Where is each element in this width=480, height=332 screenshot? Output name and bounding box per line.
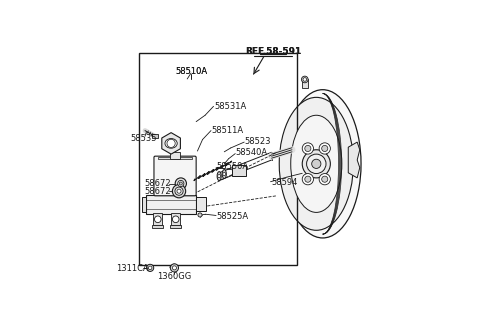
Text: 58531A: 58531A: [214, 102, 246, 111]
Circle shape: [305, 176, 311, 182]
Text: 58525A: 58525A: [216, 212, 249, 221]
Text: 58523: 58523: [245, 137, 271, 146]
Circle shape: [172, 185, 186, 198]
Bar: [153, 134, 157, 138]
Bar: [139, 52, 297, 265]
Circle shape: [302, 143, 313, 154]
Ellipse shape: [284, 90, 361, 238]
Text: 58510A: 58510A: [175, 67, 207, 76]
Circle shape: [177, 189, 181, 193]
Circle shape: [167, 139, 175, 147]
Circle shape: [172, 266, 177, 270]
Bar: [171, 213, 180, 225]
Text: 58672: 58672: [144, 179, 171, 188]
Circle shape: [179, 182, 182, 185]
Ellipse shape: [291, 115, 342, 212]
Circle shape: [302, 150, 330, 178]
Circle shape: [303, 78, 307, 81]
Text: 58510A: 58510A: [175, 66, 207, 75]
Circle shape: [148, 266, 152, 270]
Circle shape: [175, 178, 186, 189]
Circle shape: [322, 145, 328, 151]
Circle shape: [322, 176, 328, 182]
Bar: [170, 152, 180, 159]
Text: REF.58-591: REF.58-591: [245, 46, 301, 55]
Bar: [146, 195, 196, 214]
Ellipse shape: [279, 97, 353, 230]
Text: 58535: 58535: [131, 134, 157, 143]
Circle shape: [305, 145, 311, 151]
Text: REF.58-591: REF.58-591: [245, 47, 301, 56]
Circle shape: [175, 187, 183, 195]
Polygon shape: [348, 142, 360, 178]
Circle shape: [319, 174, 330, 185]
Bar: [158, 157, 192, 159]
Text: 1360GG: 1360GG: [157, 272, 192, 281]
Circle shape: [170, 264, 179, 272]
Bar: [196, 197, 206, 211]
Text: 58594: 58594: [271, 178, 298, 187]
Ellipse shape: [165, 138, 177, 148]
Bar: [142, 197, 146, 211]
Text: 58550A: 58550A: [216, 162, 249, 171]
Circle shape: [319, 143, 330, 154]
Text: 58511A: 58511A: [212, 126, 244, 135]
Circle shape: [223, 173, 226, 176]
Circle shape: [307, 154, 326, 174]
Bar: [232, 165, 246, 176]
Circle shape: [217, 175, 221, 178]
FancyBboxPatch shape: [154, 156, 196, 196]
Circle shape: [172, 216, 179, 223]
Circle shape: [155, 216, 161, 223]
Circle shape: [301, 76, 308, 83]
Text: 58672: 58672: [144, 187, 171, 196]
Bar: [153, 213, 162, 225]
Circle shape: [312, 159, 321, 168]
Circle shape: [198, 213, 202, 217]
Polygon shape: [162, 133, 180, 154]
Ellipse shape: [217, 172, 221, 181]
Bar: [152, 225, 163, 228]
Text: 58540A: 58540A: [236, 148, 268, 157]
Circle shape: [302, 174, 313, 185]
Ellipse shape: [222, 170, 226, 179]
Circle shape: [146, 264, 154, 272]
Bar: [302, 79, 308, 88]
Text: 1311CA: 1311CA: [116, 264, 149, 273]
Circle shape: [178, 181, 184, 187]
Bar: [170, 225, 181, 228]
